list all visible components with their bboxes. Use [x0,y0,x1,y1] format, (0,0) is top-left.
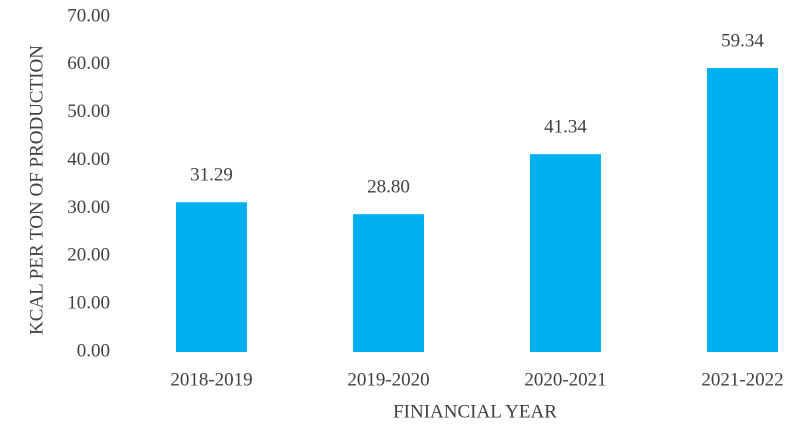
bar [176,202,247,352]
x-axis-label: FINIANCIAL YEAR [393,401,557,422]
x-tick-label: 2021-2022 [701,369,783,390]
x-tick-label: 2020-2021 [524,369,606,390]
y-tick-label: 40.00 [67,149,110,170]
value-label: 31.29 [190,165,233,186]
y-tick-label: 20.00 [67,245,110,266]
bar [530,154,601,352]
value-label: 59.34 [721,30,764,51]
y-tick-label: 30.00 [67,197,110,218]
bar [707,68,778,352]
value-label: 41.34 [544,117,587,138]
y-axis-label: KCAL PER TON OF PRODUCTION [26,45,47,335]
y-tick-label: 60.00 [67,53,110,74]
y-tick-label: 70.00 [67,5,110,26]
x-tick-label: 2019-2020 [347,369,429,390]
y-tick-label: 50.00 [67,101,110,122]
bar [353,214,424,352]
x-tick-label: 2018-2019 [170,369,252,390]
value-label: 28.80 [367,177,410,198]
y-tick-label: 10.00 [67,293,110,314]
y-tick-label: 0.00 [77,340,110,361]
